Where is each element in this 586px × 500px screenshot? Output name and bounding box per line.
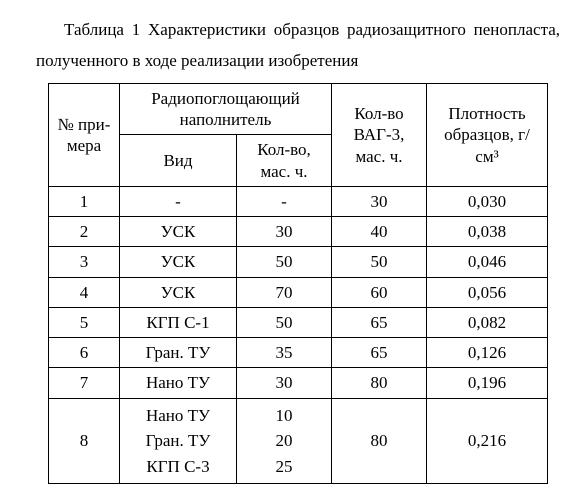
cell-density: 0,216 <box>427 398 548 484</box>
cell-density: 0,046 <box>427 247 548 277</box>
table-row: 2 УСК 30 40 0,038 <box>49 217 548 247</box>
cell-sample-no: 8 <box>49 398 120 484</box>
cell-sample-no: 6 <box>49 338 120 368</box>
page: Таблица 1 Характеристики образцов радиоз… <box>0 0 586 500</box>
header-sample-no: № при- мера <box>49 83 120 186</box>
header-filler-type: Вид <box>120 135 237 187</box>
cell-vag: 30 <box>332 186 427 216</box>
header-vag: Кол-во ВАГ-3, мас. ч. <box>332 83 427 186</box>
table-row: 8 Нано ТУ Гран. ТУ КГП С-3 10 20 25 80 0… <box>49 398 548 484</box>
cell-type-line: КГП С-3 <box>128 454 228 480</box>
cell-type-multi: Нано ТУ Гран. ТУ КГП С-3 <box>120 398 237 484</box>
cell-vag: 65 <box>332 338 427 368</box>
caption-line-1: Таблица 1 Характеристики образцов радиоз… <box>36 14 560 45</box>
cell-density: 0,056 <box>427 277 548 307</box>
cell-qty-line: 10 <box>245 403 323 429</box>
table-body: 1 - - 30 0,030 2 УСК 30 40 0,038 3 УСК 5… <box>49 186 548 483</box>
cell-type: УСК <box>120 247 237 277</box>
cell-type-line: Нано ТУ <box>128 403 228 429</box>
cell-qty: - <box>237 186 332 216</box>
cell-sample-no: 3 <box>49 247 120 277</box>
cell-vag: 40 <box>332 217 427 247</box>
cell-vag: 60 <box>332 277 427 307</box>
table-row: 3 УСК 50 50 0,046 <box>49 247 548 277</box>
header-filler: Радиопоглощающий наполнитель <box>120 83 332 135</box>
cell-qty: 30 <box>237 217 332 247</box>
header-filler-qty: Кол-во, мас. ч. <box>237 135 332 187</box>
cell-sample-no: 2 <box>49 217 120 247</box>
cell-sample-no: 7 <box>49 368 120 398</box>
cell-sample-no: 5 <box>49 307 120 337</box>
cell-density: 0,126 <box>427 338 548 368</box>
characteristics-table: № при- мера Радиопоглощающий наполнитель… <box>48 83 548 484</box>
cell-type: Нано ТУ <box>120 368 237 398</box>
cell-density: 0,038 <box>427 217 548 247</box>
cell-qty: 30 <box>237 368 332 398</box>
cell-type-line: Гран. ТУ <box>128 428 228 454</box>
header-row-1: № при- мера Радиопоглощающий наполнитель… <box>49 83 548 135</box>
cell-type: - <box>120 186 237 216</box>
cell-vag: 80 <box>332 368 427 398</box>
cell-density: 0,082 <box>427 307 548 337</box>
cell-sample-no: 1 <box>49 186 120 216</box>
table-row: 6 Гран. ТУ 35 65 0,126 <box>49 338 548 368</box>
cell-type: УСК <box>120 277 237 307</box>
header-density: Плотность образцов, г/см³ <box>427 83 548 186</box>
table-head: № при- мера Радиопоглощающий наполнитель… <box>49 83 548 186</box>
cell-vag: 80 <box>332 398 427 484</box>
cell-qty: 35 <box>237 338 332 368</box>
table-row: 1 - - 30 0,030 <box>49 186 548 216</box>
cell-vag: 50 <box>332 247 427 277</box>
cell-qty: 50 <box>237 307 332 337</box>
cell-type: КГП С-1 <box>120 307 237 337</box>
cell-type: УСК <box>120 217 237 247</box>
cell-qty: 50 <box>237 247 332 277</box>
caption-line-2: полученного в ходе реализации изобретени… <box>36 45 560 76</box>
table-row: 4 УСК 70 60 0,056 <box>49 277 548 307</box>
table-row: 5 КГП С-1 50 65 0,082 <box>49 307 548 337</box>
cell-density: 0,196 <box>427 368 548 398</box>
cell-density: 0,030 <box>427 186 548 216</box>
cell-qty-line: 20 <box>245 428 323 454</box>
cell-sample-no: 4 <box>49 277 120 307</box>
cell-qty-line: 25 <box>245 454 323 480</box>
table-caption: Таблица 1 Характеристики образцов радиоз… <box>36 14 560 77</box>
table-wrapper: № при- мера Радиопоглощающий наполнитель… <box>36 83 560 484</box>
cell-qty-multi: 10 20 25 <box>237 398 332 484</box>
cell-qty: 70 <box>237 277 332 307</box>
table-row: 7 Нано ТУ 30 80 0,196 <box>49 368 548 398</box>
cell-type: Гран. ТУ <box>120 338 237 368</box>
cell-vag: 65 <box>332 307 427 337</box>
